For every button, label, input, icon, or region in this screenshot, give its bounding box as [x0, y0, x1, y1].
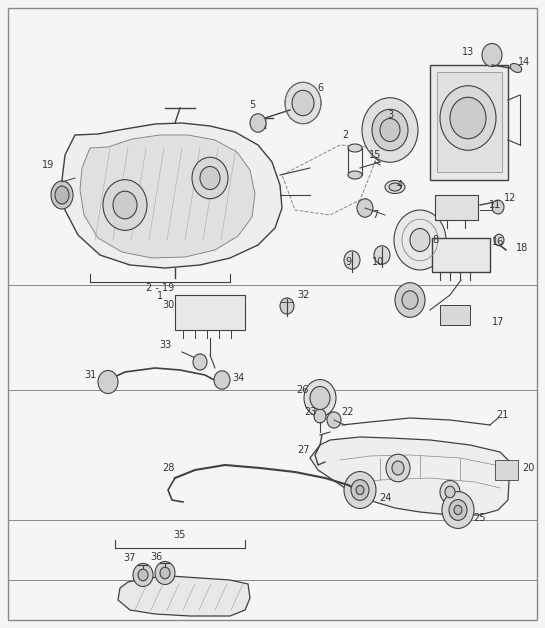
- Circle shape: [160, 567, 170, 579]
- Circle shape: [450, 97, 486, 139]
- Text: 3: 3: [387, 110, 393, 120]
- Text: 18: 18: [516, 243, 528, 253]
- Bar: [432, 238, 490, 272]
- Circle shape: [344, 251, 360, 269]
- Circle shape: [292, 90, 314, 116]
- Circle shape: [492, 200, 504, 214]
- Circle shape: [386, 454, 410, 482]
- Bar: [440, 305, 470, 325]
- Text: 2 - 19: 2 - 19: [146, 283, 174, 293]
- Text: 27: 27: [296, 445, 309, 455]
- Bar: [175, 295, 245, 330]
- Circle shape: [280, 298, 294, 314]
- Circle shape: [310, 386, 330, 409]
- Text: 31: 31: [84, 370, 96, 380]
- Circle shape: [344, 472, 376, 509]
- Circle shape: [155, 561, 175, 585]
- Text: 32: 32: [298, 290, 310, 300]
- Ellipse shape: [510, 63, 522, 72]
- Circle shape: [327, 412, 341, 428]
- Circle shape: [314, 409, 326, 423]
- Polygon shape: [310, 437, 510, 515]
- Polygon shape: [80, 135, 255, 258]
- Circle shape: [357, 199, 373, 217]
- Ellipse shape: [348, 144, 362, 152]
- Circle shape: [98, 371, 118, 394]
- Bar: [495, 460, 518, 480]
- Text: 10: 10: [372, 257, 384, 267]
- Bar: [437, 72, 502, 172]
- Text: 26: 26: [296, 385, 308, 395]
- Circle shape: [138, 569, 148, 581]
- Ellipse shape: [385, 180, 405, 193]
- Text: 28: 28: [162, 463, 174, 473]
- Text: 34: 34: [232, 373, 244, 383]
- Text: 5: 5: [249, 100, 255, 110]
- Text: 15: 15: [369, 150, 381, 160]
- Circle shape: [395, 283, 425, 317]
- Ellipse shape: [389, 183, 401, 191]
- Text: 36: 36: [150, 552, 162, 562]
- Text: 1: 1: [157, 291, 163, 301]
- Text: 2: 2: [342, 130, 348, 140]
- Text: 24: 24: [379, 493, 391, 503]
- Circle shape: [482, 43, 502, 67]
- Ellipse shape: [51, 181, 73, 209]
- Circle shape: [440, 86, 496, 150]
- Text: 25: 25: [474, 513, 486, 523]
- Circle shape: [392, 461, 404, 475]
- Ellipse shape: [55, 186, 69, 204]
- Text: 7: 7: [372, 210, 378, 220]
- Circle shape: [356, 485, 364, 495]
- Polygon shape: [118, 576, 250, 616]
- Text: 33: 33: [159, 340, 171, 350]
- Text: 35: 35: [174, 530, 186, 540]
- Text: 16: 16: [492, 237, 504, 247]
- Circle shape: [250, 114, 266, 133]
- Text: 23: 23: [304, 407, 316, 417]
- Bar: [435, 195, 478, 220]
- Text: 21: 21: [496, 410, 508, 420]
- Text: 19: 19: [42, 160, 54, 170]
- Bar: [430, 65, 508, 180]
- Circle shape: [442, 492, 474, 528]
- Circle shape: [200, 166, 220, 190]
- Text: 12: 12: [504, 193, 516, 203]
- Text: 8: 8: [432, 235, 438, 245]
- Circle shape: [193, 354, 207, 370]
- Circle shape: [372, 109, 408, 151]
- Text: 30: 30: [162, 300, 174, 310]
- Text: 13: 13: [462, 47, 474, 57]
- Text: 37: 37: [124, 553, 136, 563]
- Circle shape: [494, 234, 504, 246]
- Circle shape: [402, 291, 418, 309]
- Circle shape: [285, 82, 321, 124]
- Text: 17: 17: [492, 317, 504, 327]
- Text: 14: 14: [518, 57, 530, 67]
- Text: 9: 9: [345, 257, 351, 267]
- Ellipse shape: [348, 171, 362, 179]
- Circle shape: [192, 157, 228, 198]
- Circle shape: [113, 191, 137, 219]
- Polygon shape: [62, 123, 282, 268]
- Text: 6: 6: [317, 83, 323, 93]
- Circle shape: [449, 500, 467, 521]
- Circle shape: [374, 246, 390, 264]
- Text: 11: 11: [489, 200, 501, 210]
- Text: 4: 4: [397, 180, 403, 190]
- Circle shape: [362, 98, 418, 162]
- Circle shape: [410, 229, 430, 252]
- Circle shape: [103, 180, 147, 230]
- Text: 22: 22: [342, 407, 354, 417]
- Circle shape: [380, 119, 400, 141]
- Circle shape: [214, 371, 230, 389]
- Circle shape: [394, 210, 446, 270]
- Circle shape: [351, 480, 369, 501]
- Circle shape: [440, 480, 460, 504]
- Circle shape: [133, 563, 153, 587]
- Circle shape: [454, 506, 462, 514]
- Text: 20: 20: [522, 463, 534, 473]
- Circle shape: [304, 379, 336, 416]
- Circle shape: [445, 486, 455, 498]
